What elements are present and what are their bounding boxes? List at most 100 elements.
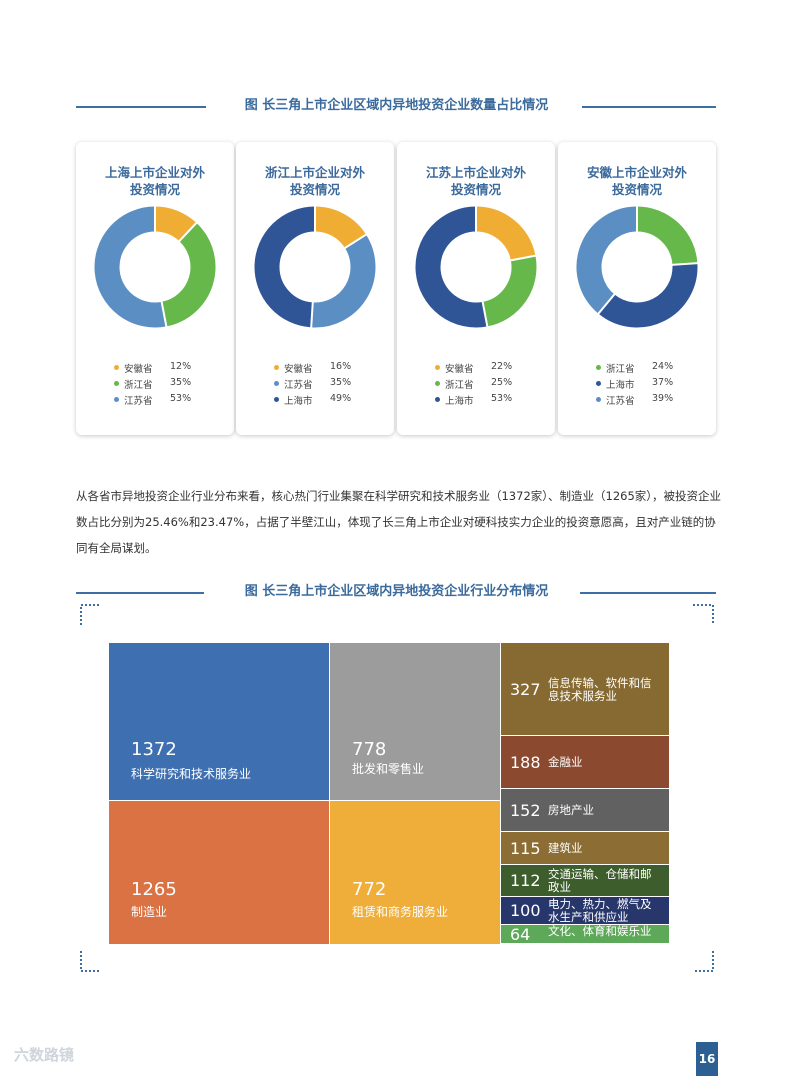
treemap-value: 188 (510, 752, 541, 772)
corner-bracket-top-left (80, 604, 101, 625)
legend-entry: 上海市 53% (435, 392, 545, 408)
industry-treemap: 1372 科学研究和技术服务业 1265 制造业 778 批发和零售业 772 租赁和商务服务… (109, 643, 669, 944)
corner-bracket-top-right (693, 604, 714, 625)
legend-label: 江苏省 (124, 396, 153, 407)
legend-label: 上海市 (606, 380, 635, 391)
legend-label: 浙江省 (124, 380, 153, 391)
legend-swatch (596, 397, 601, 402)
legend-percent: 39% (652, 393, 674, 404)
legend-entry: 江苏省 35% (274, 376, 384, 392)
slice-separator (481, 300, 489, 328)
slice-separator (509, 254, 537, 262)
slice-separator (177, 221, 198, 243)
donut-chart (94, 206, 216, 328)
treemap-label: 批发和零售业 (352, 762, 425, 776)
section1-title: 图 长三角上市企业区域内异地投资企业数量占比情况 (244, 98, 549, 113)
legend-label: 浙江省 (445, 380, 474, 391)
donut-slice-0 (475, 206, 536, 261)
legend-percent: 35% (170, 377, 192, 388)
treemap-label: 交通运输、仓储和邮政业 (548, 867, 652, 894)
treemap-cell: 778 批发和零售业 (330, 643, 500, 800)
corner-bracket-bottom-left (80, 951, 101, 972)
donut-legend: 浙江省 24% 上海市 37% 江苏省 39% (596, 360, 706, 408)
watermark-logo: 六数路镜 (14, 1046, 75, 1064)
section2-header: 图 长三角上市企业区域内异地投资企业行业分布情况 (0, 582, 793, 602)
legend-entry: 江苏省 53% (114, 392, 224, 408)
donut-slice-2 (415, 206, 488, 328)
legend-entry: 上海市 49% (274, 392, 384, 408)
donut-card-zhejiang: 浙江上市企业对外 投资情况 安徽省 16% 江苏省 35% 上海市 49% (236, 142, 394, 435)
donut-slice-0 (314, 206, 367, 249)
treemap-cell: 327 信息传输、软件和信息技术服务业 (501, 643, 669, 735)
corner-bracket-bottom-right (693, 951, 714, 972)
legend-label: 江苏省 (284, 380, 313, 391)
treemap-label: 科学研究和技术服务业 (131, 767, 252, 781)
legend-swatch (114, 365, 119, 370)
treemap-value: 152 (510, 800, 541, 820)
legend-swatch (114, 381, 119, 386)
treemap-label: 文化、体育和娱乐业 (548, 924, 652, 938)
donut-slice-0 (154, 206, 197, 242)
legend-label: 安徽省 (124, 364, 153, 375)
legend-swatch (435, 365, 440, 370)
donut-card-shanghai: 上海上市企业对外 投资情况安徽省 12% 浙江省 35% 江苏省 53% (76, 142, 234, 435)
legend-label: 安徽省 (284, 364, 313, 375)
treemap-label: 制造业 (131, 905, 168, 919)
legend-entry: 浙江省 24% (596, 360, 706, 376)
legend-percent: 37% (652, 377, 674, 388)
treemap-cell: 152 房地产业 (501, 789, 669, 831)
title-rule-left (76, 106, 206, 108)
slice-separator (343, 233, 368, 250)
slice-separator (671, 262, 698, 266)
treemap-value: 64 (510, 925, 531, 944)
treemap-cell: 64 文化、体育和娱乐业 (501, 924, 669, 944)
donut-card-jiangsu: 江苏上市企业对外 投资情况 安徽省 22% 浙江省 25% 上海市 53% (397, 142, 555, 435)
legend-swatch (114, 397, 119, 402)
legend-label: 上海市 (445, 396, 474, 407)
treemap-cell: 188 金融业 (501, 736, 669, 788)
treemap-value: 772 (352, 879, 387, 900)
legend-percent: 49% (330, 393, 352, 404)
donut-legend: 安徽省 22% 浙江省 25% 上海市 53% (435, 360, 545, 408)
treemap-cell: 100 电力、热力、燃气及水生产和供应业 (501, 897, 669, 924)
treemap-label: 房地产业 (548, 803, 594, 817)
title-rule-right (582, 106, 716, 108)
treemap-label: 租赁和商务服务业 (352, 905, 449, 919)
legend-entry: 浙江省 25% (435, 376, 545, 392)
donut-chart (576, 206, 698, 328)
donut-legend: 安徽省 12% 浙江省 35% 江苏省 53% (114, 360, 224, 408)
donut-slice-1 (311, 234, 376, 328)
card-title: 上海上市企业对外 投资情况 (104, 165, 205, 197)
treemap-label: 电力、热力、燃气及水生产和供应业 (548, 897, 652, 924)
treemap-cell: 112 交通运输、仓储和邮政业 (501, 865, 669, 896)
body-paragraph: 从各省市异地投资企业行业分布来看，核心热门行业集聚在科学研究和技术服务业（137… (76, 489, 722, 555)
donut-legend: 安徽省 16% 江苏省 35% 上海市 49% (274, 360, 384, 408)
treemap-value: 115 (510, 838, 541, 858)
treemap-label: 信息传输、软件和信息技术服务业 (548, 675, 652, 703)
section2-title: 图 长三角上市企业区域内异地投资企业行业分布情况 (244, 584, 549, 599)
legend-entry: 安徽省 22% (435, 360, 545, 376)
legend-percent: 53% (491, 393, 513, 404)
card-title: 安徽上市企业对外 投资情况 (586, 165, 687, 197)
donut-slice-2 (576, 206, 638, 314)
treemap-label: 金融业 (548, 755, 583, 769)
page-number: 16 (696, 1042, 718, 1076)
treemap-label: 建筑业 (548, 841, 583, 855)
treemap-cell: 115 建筑业 (501, 832, 669, 864)
legend-percent: 12% (170, 361, 192, 372)
legend-swatch (596, 381, 601, 386)
treemap-value: 100 (510, 901, 541, 920)
legend-percent: 35% (330, 377, 352, 388)
section1-header: 图 长三角上市企业区域内异地投资企业数量占比情况 (0, 96, 793, 116)
legend-entry: 浙江省 35% (114, 376, 224, 392)
treemap-value: 778 (352, 739, 387, 760)
legend-percent: 22% (491, 361, 513, 372)
slice-separator (310, 301, 314, 328)
legend-percent: 53% (170, 393, 192, 404)
legend-swatch (274, 365, 279, 370)
legend-percent: 25% (491, 377, 513, 388)
treemap-cell: 1372 科学研究和技术服务业 (109, 643, 329, 800)
legend-swatch (274, 397, 279, 402)
legend-entry: 安徽省 16% (274, 360, 384, 376)
treemap-value: 1372 (131, 739, 177, 760)
